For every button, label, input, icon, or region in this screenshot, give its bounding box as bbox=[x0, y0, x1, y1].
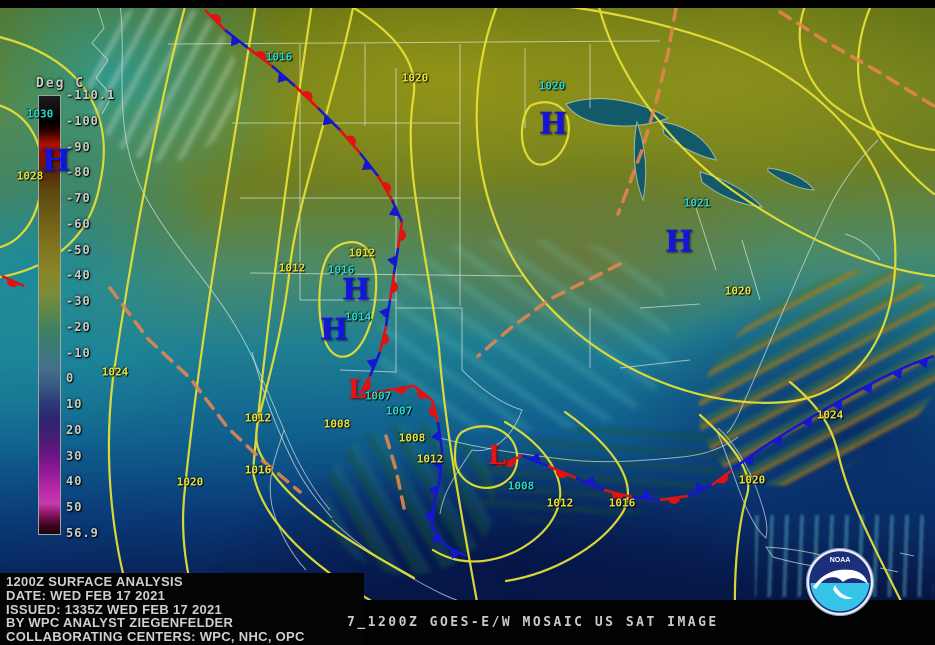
noaa-logo: NOAA bbox=[806, 548, 874, 616]
analysis-analyst: BY WPC ANALYST ZIEGENFELDER bbox=[6, 615, 234, 631]
trough-lines bbox=[108, 8, 935, 510]
scale-tick: -60 bbox=[66, 216, 91, 231]
trough-line bbox=[384, 434, 406, 510]
scale-tick: 20 bbox=[66, 422, 83, 437]
warm-front-semicircle bbox=[255, 51, 266, 61]
cold-front-triangle bbox=[277, 72, 289, 83]
warm-front-semicircle bbox=[395, 387, 407, 395]
noaa-logo-text: NOAA bbox=[830, 557, 851, 564]
great-lakes-outlines bbox=[565, 98, 816, 208]
scale-tick: -50 bbox=[66, 242, 91, 257]
analysis-info-box: 1200Z SURFACE ANALYSIS DATE: WED FEB 17 … bbox=[0, 573, 364, 645]
cold-front-triangle bbox=[431, 532, 443, 543]
scale-tick: -80 bbox=[66, 165, 91, 180]
scale-tick-labels: -110.1 -100 -90 -80 -70 -60 -50 -40 -30 -20 -10 0 10… bbox=[66, 88, 141, 540]
warm-front-semicircle bbox=[381, 333, 389, 345]
front-line-segment bbox=[430, 503, 436, 529]
scale-tick: -90 bbox=[66, 139, 91, 154]
scale-tick: 30 bbox=[66, 448, 83, 463]
warm-front-semicircle bbox=[210, 13, 222, 25]
trough-line bbox=[108, 286, 302, 494]
state-borders bbox=[91, 8, 915, 608]
scale-tick: 0 bbox=[66, 371, 75, 386]
cold-front-triangle bbox=[366, 358, 378, 370]
warm-front-semicircle bbox=[6, 278, 19, 287]
warm-front-semicircle bbox=[503, 458, 516, 467]
top-black-strip bbox=[0, 0, 935, 8]
cold-front-triangle bbox=[428, 485, 439, 497]
scale-colorbar bbox=[38, 95, 61, 535]
trough-line bbox=[778, 10, 935, 108]
trough-line bbox=[476, 262, 622, 358]
cold-front-triangle bbox=[431, 430, 441, 442]
warm-front-semicircle bbox=[429, 405, 437, 417]
cold-front-triangle bbox=[230, 35, 242, 47]
scale-tick: 50 bbox=[66, 500, 83, 515]
warm-front-semicircle bbox=[362, 379, 371, 391]
cold-front-triangle bbox=[450, 548, 462, 560]
cold-front-triangle bbox=[322, 114, 334, 126]
cold-front-triangle bbox=[584, 475, 596, 487]
scale-tick: -100 bbox=[66, 113, 99, 128]
scale-tick: -70 bbox=[66, 191, 91, 206]
temperature-color-scale: Deg C -110.1 -100 -90 -80 -70 -60 -50 -40 -30 -20… bbox=[36, 76, 146, 540]
trough-line bbox=[616, 8, 678, 216]
scale-title: Deg C bbox=[36, 76, 86, 91]
cold-front-triangle bbox=[361, 159, 373, 171]
analysis-title: 1200Z SURFACE ANALYSIS bbox=[6, 574, 183, 589]
scale-tick: -30 bbox=[66, 294, 91, 309]
warm-front-semicircle bbox=[381, 182, 391, 194]
cold-front-triangle bbox=[432, 458, 442, 470]
cold-front-triangle bbox=[640, 489, 652, 500]
warm-front-semicircle bbox=[556, 469, 568, 478]
cold-front-triangle bbox=[387, 255, 397, 267]
warm-front-semicircle bbox=[369, 391, 381, 399]
scale-tick: 10 bbox=[66, 397, 83, 412]
cold-front-triangle bbox=[529, 452, 541, 464]
analysis-date: DATE: WED FEB 17 2021 bbox=[6, 587, 166, 603]
cold-front-triangle bbox=[388, 205, 400, 217]
scale-tick: -10 bbox=[66, 345, 91, 360]
scale-tick: -110.1 bbox=[66, 88, 116, 102]
satellite-image-caption: 7_1200Z GOES-E/W MOSAIC US SAT IMAGE bbox=[347, 615, 719, 630]
warm-front-semicircle bbox=[302, 91, 313, 102]
warm-front-semicircle bbox=[612, 492, 624, 500]
analysis-issued: ISSUED: 1335Z WED FEB 17 2021 bbox=[6, 601, 223, 617]
warm-front-semicircle bbox=[399, 229, 406, 241]
cold-front-triangle bbox=[379, 307, 389, 319]
cold-front-triangle bbox=[424, 510, 434, 522]
scale-tick: 40 bbox=[66, 474, 83, 489]
scale-tick: -20 bbox=[66, 319, 91, 334]
warm-front-semicircle bbox=[416, 389, 428, 400]
warm-front-semicircle bbox=[391, 281, 399, 293]
scale-tick: -40 bbox=[66, 268, 91, 283]
scale-tick: 56.9 bbox=[66, 526, 99, 540]
analysis-centers: COLLABORATING CENTERS: WPC, NHC, OPC bbox=[6, 629, 305, 645]
warm-front-semicircle bbox=[346, 135, 356, 147]
